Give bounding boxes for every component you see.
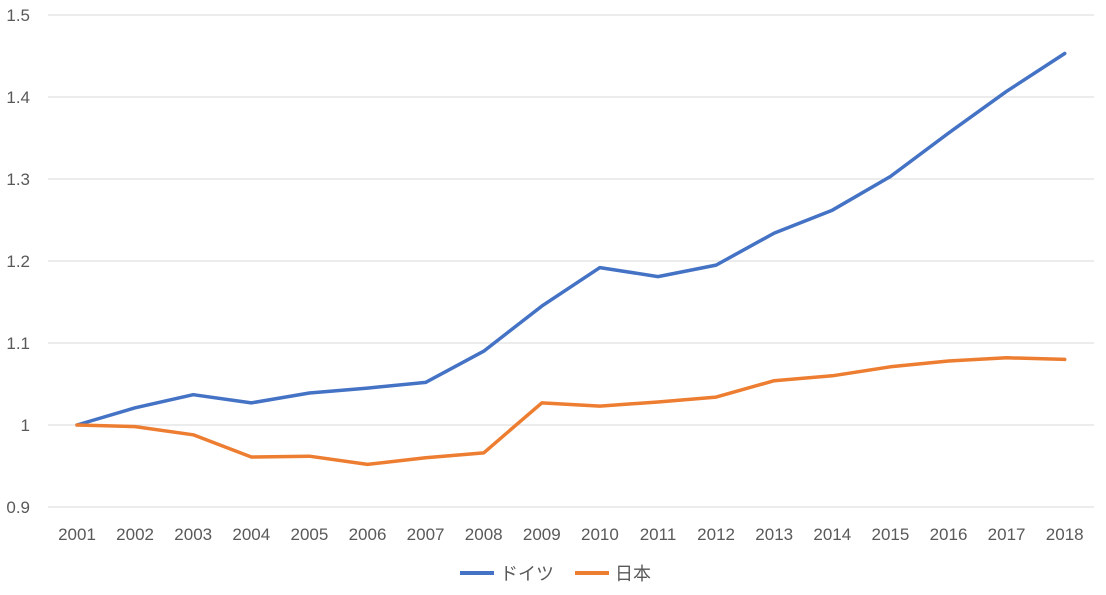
y-axis-ticks: 0.9 1 1.1 1.2 1.3 1.4 1.5 xyxy=(6,6,30,517)
x-tick-label: 2015 xyxy=(871,525,909,544)
x-tick-label: 2016 xyxy=(930,525,968,544)
x-tick-label: 2007 xyxy=(407,525,445,544)
legend-label: 日本 xyxy=(615,564,651,585)
x-tick-label: 2003 xyxy=(174,525,212,544)
y-tick-label: 1.1 xyxy=(6,334,30,353)
series-lines xyxy=(75,51,1067,467)
x-tick-label: 2010 xyxy=(581,525,619,544)
y-tick-label: 1.5 xyxy=(6,6,30,25)
x-tick-label: 2013 xyxy=(755,525,793,544)
x-tick-label: 2006 xyxy=(349,525,387,544)
y-tick-label: 1.4 xyxy=(6,88,30,107)
legend: ドイツ 日本 xyxy=(460,564,651,585)
y-tick-label: 1.2 xyxy=(6,252,30,271)
gridlines xyxy=(48,14,1094,508)
x-tick-label: 2005 xyxy=(290,525,328,544)
legend-label: ドイツ xyxy=(500,564,554,585)
y-tick-label: 1.3 xyxy=(6,170,30,189)
x-tick-label: 2017 xyxy=(988,525,1026,544)
x-tick-label: 2008 xyxy=(465,525,503,544)
x-tick-label: 2014 xyxy=(813,525,851,544)
series-line-1 xyxy=(75,51,1067,427)
x-tick-label: 2001 xyxy=(58,525,96,544)
y-tick-label: 0.9 xyxy=(6,498,30,517)
x-tick-label: 2002 xyxy=(116,525,154,544)
x-tick-label: 2009 xyxy=(523,525,561,544)
x-axis-ticks: 2001 2002 2003 2004 2005 2006 2007 2008 2009 2010… xyxy=(58,525,1084,544)
x-tick-label: 2012 xyxy=(697,525,735,544)
x-tick-label: 2011 xyxy=(640,525,677,544)
y-tick-label: 1 xyxy=(21,416,30,435)
x-tick-label: 2018 xyxy=(1046,525,1084,544)
x-tick-label: 2004 xyxy=(232,525,270,544)
series-line-2 xyxy=(75,356,1067,467)
